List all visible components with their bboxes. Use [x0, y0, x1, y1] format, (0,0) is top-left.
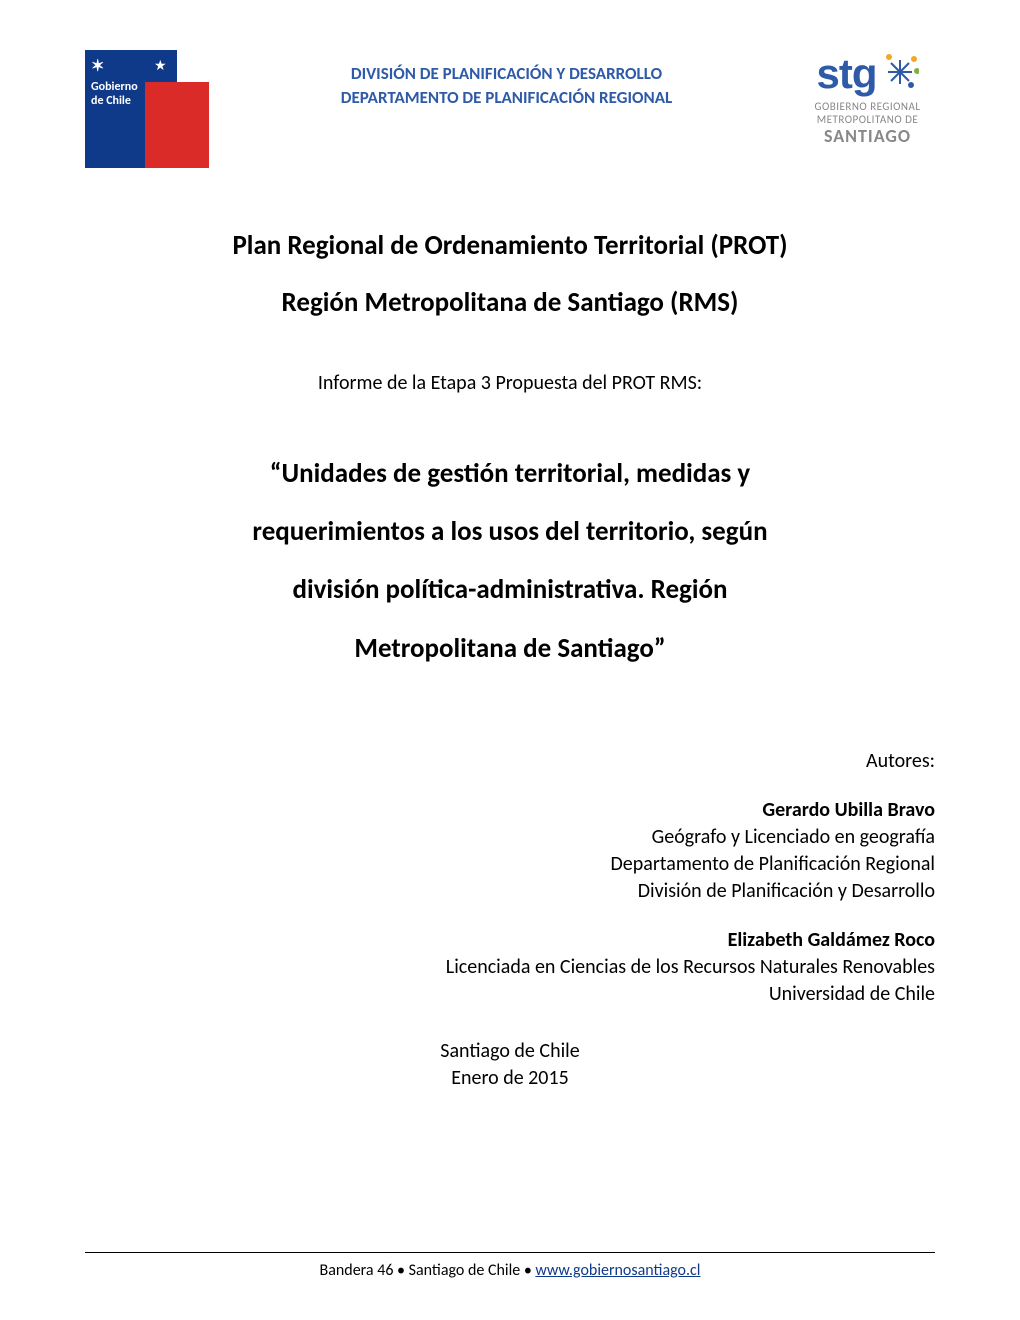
title-line2: Región Metropolitana de Santiago (RMS) — [85, 275, 935, 332]
author-detail: Universidad de Chile — [85, 981, 935, 1008]
footer-address: Bandera 46 — [320, 1261, 394, 1280]
authors-label: Autores: — [85, 748, 935, 775]
authors-block: Autores: Gerardo Ubilla Bravo Geógrafo y… — [85, 748, 935, 1008]
author-detail: Departamento de Planificación Regional — [85, 851, 935, 878]
footer-url-link[interactable]: www.gobiernosantiago.cl — [535, 1261, 700, 1280]
report-title-line4: Metropolitana de Santiago” — [85, 620, 935, 678]
header-line1: DIVISIÓN DE PLANIFICACIÓN Y DESARROLLO — [341, 62, 672, 86]
footer: Bandera 46 • Santiago de Chile • www.gob… — [85, 1252, 935, 1280]
footer-divider — [85, 1252, 935, 1253]
location-date: Santiago de Chile Enero de 2015 — [85, 1038, 935, 1092]
title-block: Plan Regional de Ordenamiento Territoria… — [85, 218, 935, 331]
footer-city: Santiago de Chile — [409, 1261, 521, 1280]
author-detail: Geógrafo y Licenciado en geografía — [85, 824, 935, 851]
footer-sep: • — [524, 1261, 536, 1280]
author-detail: División de Planificación y Desarrollo — [85, 878, 935, 905]
stg-sub3: SANTIAGO — [800, 126, 935, 148]
author-detail: Licenciada en Ciencias de los Recursos N… — [85, 954, 935, 981]
gobierno-chile-logo: ✶ Gobierno de Chile ★ — [85, 50, 213, 168]
location: Santiago de Chile — [85, 1038, 935, 1065]
stg-logo: stg — [800, 50, 935, 148]
report-title-line2: requerimientos a los usos del territorio… — [85, 503, 935, 561]
burst-icon — [881, 53, 919, 96]
footer-sep: • — [397, 1261, 409, 1280]
star-icon: ★ — [154, 57, 167, 74]
title-line1: Plan Regional de Ordenamiento Territoria… — [85, 218, 935, 275]
date: Enero de 2015 — [85, 1065, 935, 1092]
report-title-line3: división política-administrativa. Región — [85, 561, 935, 619]
stg-sub1: GOBIERNO REGIONAL — [800, 100, 935, 113]
report-title-line1: “Unidades de gestión territorial, medida… — [85, 445, 935, 503]
gov-logo-line2: de Chile — [91, 94, 139, 108]
author-block: Elizabeth Galdámez Roco Licenciada en Ci… — [85, 927, 935, 1008]
header-row: ✶ Gobierno de Chile ★ DIVISIÓN DE PLANIF… — [85, 50, 935, 168]
author-name: Elizabeth Galdámez Roco — [85, 927, 935, 954]
header-center: DIVISIÓN DE PLANIFICACIÓN Y DESARROLLO D… — [341, 50, 672, 110]
gov-logo-line1: Gobierno — [91, 80, 139, 94]
author-block: Gerardo Ubilla Bravo Geógrafo y Licencia… — [85, 797, 935, 905]
author-name: Gerardo Ubilla Bravo — [85, 797, 935, 824]
header-line2: DEPARTAMENTO DE PLANIFICACIÓN REGIONAL — [341, 86, 672, 110]
stg-text: stg — [817, 50, 877, 98]
report-title: “Unidades de gestión territorial, medida… — [85, 445, 935, 677]
coat-of-arms-icon: ✶ — [91, 56, 139, 76]
subtitle: Informe de la Etapa 3 Propuesta del PROT… — [85, 371, 935, 395]
